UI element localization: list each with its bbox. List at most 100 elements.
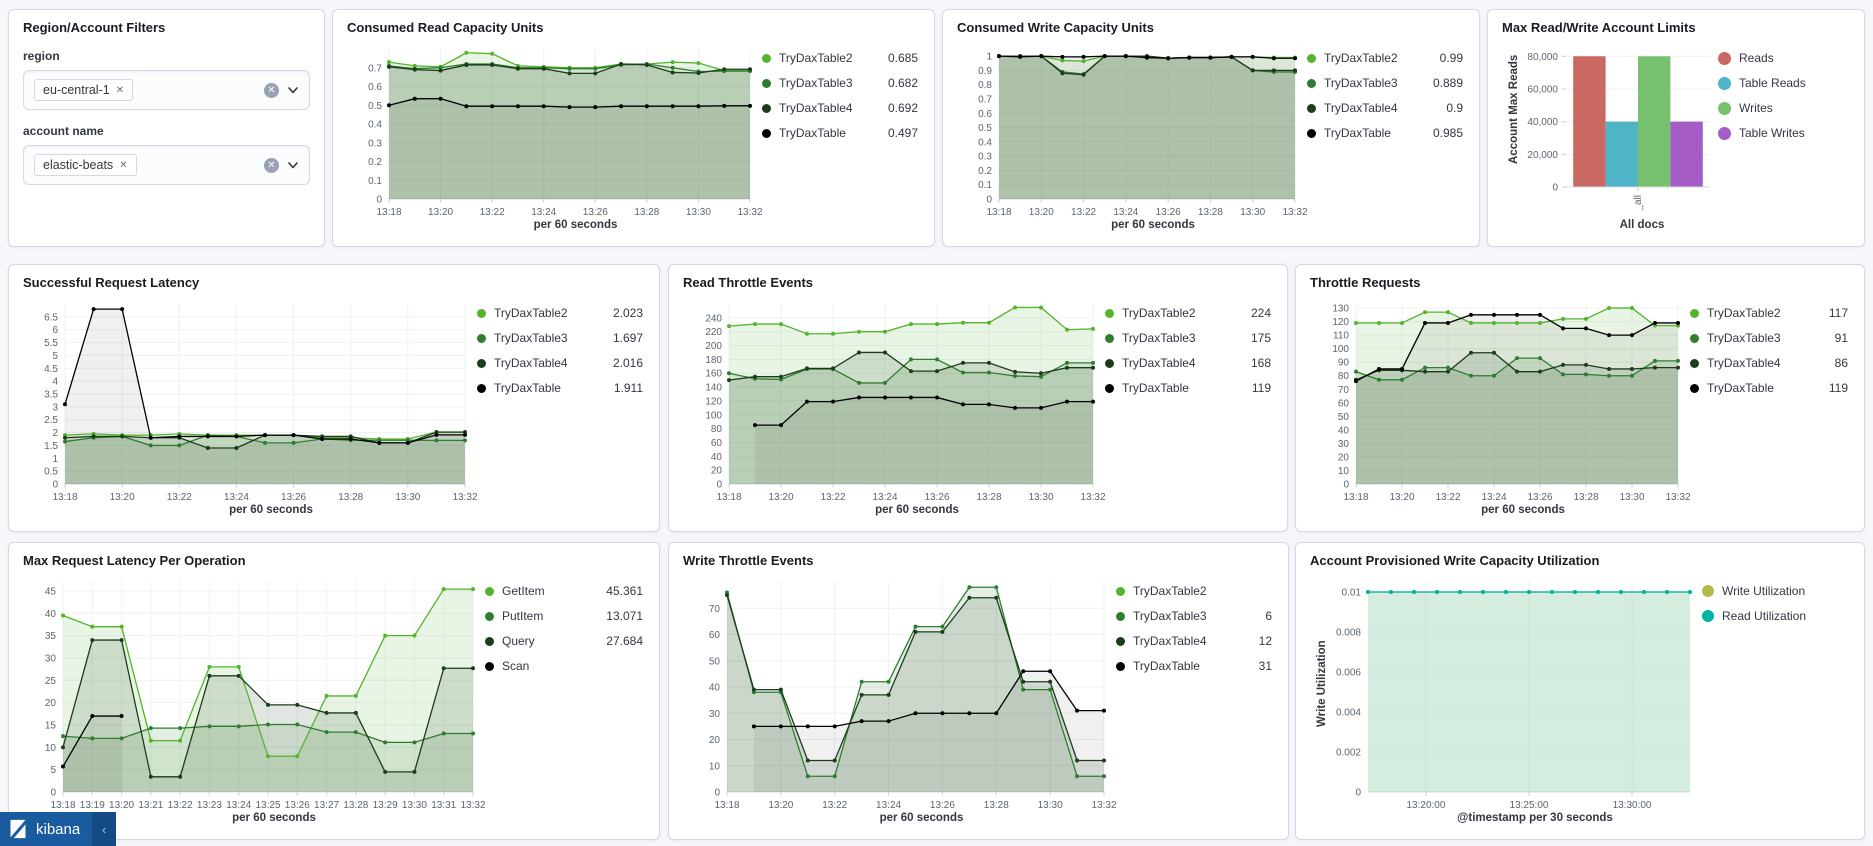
svg-text:13:28: 13:28	[1198, 207, 1223, 218]
series-color-dot	[485, 636, 494, 646]
chevron-down-icon[interactable]	[287, 84, 299, 96]
svg-text:0.4: 0.4	[368, 120, 382, 131]
svg-text:13:24: 13:24	[876, 800, 901, 811]
series-name: TryDaxTable2	[1133, 584, 1207, 598]
series-value: 2.023	[612, 306, 643, 320]
svg-text:0.006: 0.006	[1336, 668, 1361, 679]
svg-text:3.5: 3.5	[44, 390, 58, 401]
legend-item-trydaxtable2[interactable]: TryDaxTable2 0.685	[762, 51, 920, 65]
region-combobox[interactable]: eu-central-1 ✕ ✕	[23, 70, 310, 110]
legend-item-trydaxtable[interactable]: TryDaxTable 0.985	[1307, 126, 1465, 140]
series-value: 117	[1828, 306, 1848, 320]
legend-item-trydaxtable4[interactable]: TryDaxTable4 168	[1105, 356, 1273, 370]
svg-text:180: 180	[705, 355, 722, 366]
legend-item-trydaxtable[interactable]: TryDaxTable 0.497	[762, 126, 920, 140]
legend-item-getitem[interactable]: GetItem 45.361	[485, 584, 645, 598]
series-color-dot	[1702, 610, 1714, 622]
region-pill-label: eu-central-1	[43, 83, 110, 97]
clear-selection-icon[interactable]: ✕	[264, 82, 279, 98]
legend-item-trydaxtable4[interactable]: TryDaxTable4 0.692	[762, 101, 920, 115]
legend-item-trydaxtable2[interactable]: TryDaxTable2	[1116, 584, 1274, 598]
legend-item-trydaxtable2[interactable]: TryDaxTable2 2.023	[477, 306, 645, 320]
legend-item-trydaxtable2[interactable]: TryDaxTable2 0.99	[1307, 51, 1465, 65]
legend-item-trydaxtable[interactable]: TryDaxTable 1.911	[477, 381, 645, 395]
legend-item-trydaxtable3[interactable]: TryDaxTable3 175	[1105, 331, 1273, 345]
legend-item-reads[interactable]: Reads	[1718, 51, 1850, 65]
legend-item-trydaxtable2[interactable]: TryDaxTable2 117	[1690, 306, 1850, 320]
series-value: 12	[1258, 634, 1272, 648]
series-name: TryDaxTable4	[1707, 356, 1781, 370]
svg-text:13:30: 13:30	[1240, 207, 1265, 218]
svg-text:10: 10	[45, 743, 57, 754]
remove-pill-icon[interactable]: ✕	[119, 159, 128, 171]
svg-text:1: 1	[52, 454, 58, 465]
legend-item-trydaxtable2[interactable]: TryDaxTable2 224	[1105, 306, 1273, 320]
bar-chart: 0 20,000 40,000 60,000 80,000 _all	[1502, 39, 1718, 219]
svg-text:80,000: 80,000	[1527, 52, 1558, 63]
line-chart: 0 10 20 30 40 50 60 70 13:18 13:20 13:22 13:24 13:26…	[683, 572, 1117, 812]
kibana-home-link[interactable]: kibana	[0, 812, 93, 846]
svg-text:0.6: 0.6	[978, 109, 992, 120]
legend-item-table-writes[interactable]: Table Writes	[1718, 126, 1850, 140]
series-value: 6	[1265, 609, 1272, 623]
clear-selection-icon[interactable]: ✕	[264, 157, 279, 173]
line-chart: 0 20 40 60 80 100 120 140 160 180 200 220 240 13:18 13…	[683, 294, 1106, 504]
account-name-combobox[interactable]: elastic-beats ✕ ✕	[23, 145, 310, 185]
series-color-dot	[1116, 586, 1125, 596]
chart-legend: GetItem 45.361 PutItem 13.071 Query 27.684 Sca…	[485, 572, 645, 830]
legend-item-trydaxtable3[interactable]: TryDaxTable3 6	[1116, 609, 1274, 623]
chart-legend: TryDaxTable2 224 TryDaxTable3 175 TryDaxTabl…	[1105, 294, 1273, 522]
kibana-logo-bar[interactable]: kibana ‹	[0, 812, 117, 846]
legend-item-trydaxtable[interactable]: TryDaxTable 119	[1105, 381, 1273, 395]
svg-text:0: 0	[1552, 183, 1558, 194]
svg-text:70: 70	[1338, 385, 1350, 396]
sidebar-collapse-button[interactable]: ‹	[92, 812, 117, 846]
legend-item-trydaxtable3[interactable]: TryDaxTable3 0.682	[762, 76, 920, 90]
account-name-pill: elastic-beats ✕	[34, 154, 137, 176]
svg-text:60: 60	[1338, 398, 1350, 409]
legend-item-trydaxtable[interactable]: TryDaxTable 119	[1690, 381, 1850, 395]
legend-item-trydaxtable4[interactable]: TryDaxTable4 0.9	[1307, 101, 1465, 115]
svg-text:0.2: 0.2	[368, 157, 382, 168]
series-name: TryDaxTable3	[1122, 331, 1196, 345]
legend-item-table-reads[interactable]: Table Reads	[1718, 76, 1850, 90]
svg-text:10: 10	[1338, 466, 1350, 477]
x-axis-label: per 60 seconds	[1481, 504, 1565, 516]
legend-item-writes[interactable]: Writes	[1718, 101, 1850, 115]
legend-item-trydaxtable4[interactable]: TryDaxTable4 2.016	[477, 356, 645, 370]
legend-item-scan[interactable]: Scan	[485, 659, 645, 673]
svg-text:3: 3	[52, 402, 58, 413]
legend-item-trydaxtable4[interactable]: TryDaxTable4 86	[1690, 356, 1850, 370]
legend-item-query[interactable]: Query 27.684	[485, 634, 645, 648]
svg-text:4.5: 4.5	[44, 364, 58, 375]
series-name: Write Utilization	[1722, 584, 1806, 598]
chart-legend: Write Utilization Read Utilization	[1702, 572, 1850, 830]
series-color-dot	[1718, 51, 1731, 65]
legend-item-read-utilization[interactable]: Read Utilization	[1702, 609, 1850, 623]
panel-consumed-write-capacity: Consumed Write Capacity Units 0 0.1 0.2 0.3…	[942, 9, 1480, 247]
legend-item-trydaxtable3[interactable]: TryDaxTable3 0.889	[1307, 76, 1465, 90]
svg-text:110: 110	[1333, 331, 1349, 342]
series-name: TryDaxTable2	[1707, 306, 1781, 320]
series-color-dot	[477, 358, 486, 368]
legend-item-trydaxtable3[interactable]: TryDaxTable3 1.697	[477, 331, 645, 345]
remove-pill-icon[interactable]: ✕	[115, 84, 125, 96]
series-value: 1.911	[613, 381, 643, 395]
svg-text:40: 40	[709, 683, 721, 694]
svg-text:13:18: 13:18	[376, 207, 401, 218]
chart-legend: TryDaxTable2 0.685 TryDaxTable3 0.682 TryDax…	[762, 39, 920, 237]
chart-legend: Reads Table Reads Writes Table Writes	[1718, 39, 1850, 237]
series-color-dot	[1307, 103, 1316, 113]
svg-text:13:29: 13:29	[373, 800, 398, 811]
series-color-dot	[1307, 128, 1316, 138]
legend-item-trydaxtable4[interactable]: TryDaxTable4 12	[1116, 634, 1274, 648]
svg-text:13:26: 13:26	[1527, 492, 1552, 503]
legend-item-putitem[interactable]: PutItem 13.071	[485, 609, 645, 623]
legend-item-trydaxtable3[interactable]: TryDaxTable3 91	[1690, 331, 1850, 345]
svg-text:240: 240	[705, 313, 722, 324]
series-value: 175	[1250, 331, 1271, 345]
chevron-down-icon[interactable]	[287, 159, 299, 171]
line-chart: 0 0.002 0.004 0.006 0.008 0.01 13:20:00 13:25:0…	[1310, 572, 1702, 812]
legend-item-trydaxtable[interactable]: TryDaxTable 31	[1116, 659, 1274, 673]
legend-item-write-utilization[interactable]: Write Utilization	[1702, 584, 1850, 598]
